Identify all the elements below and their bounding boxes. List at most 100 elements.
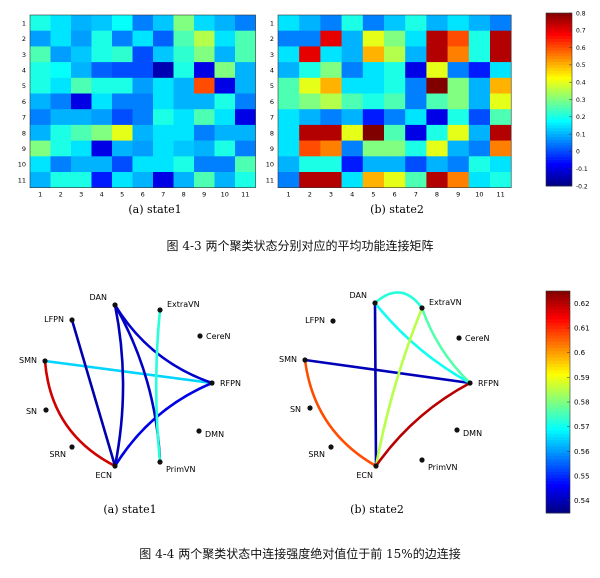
colorbar-segment [546,433,570,438]
node-label-ceren: CereN [206,332,231,341]
colorbar-segment [546,373,570,378]
subfig-label-b-state2-graph: (b) state2 [350,503,404,516]
colorbar-segment [546,319,570,324]
network-graph-state2: DAN ExtraVN CereN RFPN DMN PrimVN ECN SRN SN SMN L… [279,291,499,480]
y-tick-label: 1 [270,19,274,27]
heatmap-cell [405,140,427,157]
colorbar-segment [546,329,570,333]
heatmap-cell [320,124,342,141]
heatmap-cell [320,46,342,63]
heatmap-cell [299,172,321,188]
heatmap-cell [299,77,321,94]
heatmap-cell [384,62,406,79]
edge-smn-ecn [43,359,117,468]
figure-4-4-caption: 图 4-4 两个聚类状态中连接强度绝对值位于前 15%的边连接 [139,547,461,561]
colorbar-segment [546,13,572,17]
colorbar-segment [546,145,572,149]
colorbar-segment [546,79,572,83]
heatmap-cell [490,172,512,188]
heatmap-cell [405,156,427,173]
colorbar-segment [546,82,572,86]
heatmap-cell [30,109,51,126]
heatmap-cell [405,124,427,141]
heatmap-cell [153,93,174,110]
heatmap-cell [30,156,51,173]
y-tick-label: 9 [22,145,26,153]
heatmap-cell [341,93,364,110]
colorbar-segment [546,430,570,435]
heatmap-cell [153,46,174,63]
edge-smn-rfpn [43,359,214,385]
heatmap-cell [278,156,300,173]
colorbar-segment [546,294,570,298]
colorbar-tick-label: 0.56 [574,448,590,456]
heatmap-cell [299,15,321,31]
heatmap-cell [91,30,113,47]
heatmap-cell [173,156,195,173]
heatmap-cell [405,172,427,188]
heatmap-cell [299,62,321,79]
colorbar-segment [546,139,572,144]
heatmap-cell [132,30,154,47]
colorbar-segment [546,44,572,48]
heatmap-cell [91,15,113,31]
colorbar-segment [546,90,572,95]
heatmap-cell [278,93,300,110]
colorbar-segment [546,174,572,178]
heatmap-cell [173,124,195,141]
heatmap-cell [426,77,448,94]
heatmap-cell [490,93,512,110]
heatmap-cell [468,30,491,47]
heatmap-cell [384,30,406,47]
heatmap-cell [320,140,342,157]
heatmap-cell [426,124,448,141]
colorbar-segment [546,481,570,485]
x-tick-label: 11 [241,191,249,199]
heatmap-cell [30,172,51,188]
colorbar-tick-label: 0.8 [576,10,586,17]
heatmap-cell [299,46,321,63]
heatmap-cell [235,77,256,94]
heatmap-cell [362,172,385,188]
heatmap-cell [112,77,133,94]
heatmap-cell [173,140,195,157]
colorbar-tick-label: -0.1 [576,166,588,173]
heatmap-cell [235,15,256,31]
edge-ecn-rfpn [374,381,472,468]
colorbar-segment [546,474,570,479]
colorbar-segment [546,27,572,31]
colorbar-segment [546,157,572,161]
x-tick-label: 9 [456,191,460,199]
subfig-label-a-state1-graph: (a) state1 [103,503,156,516]
colorbar-segment [546,125,572,129]
node-ecn [112,463,118,469]
node-label-rfpn: RFPN [220,379,241,388]
colorbar-tick-label: 0.62 [574,300,590,308]
heatmap-cell [214,109,236,126]
colorbar-segment [546,122,572,126]
heatmap-cell [341,46,364,63]
colorbar-segment [546,15,572,20]
heatmap-cell [320,62,342,79]
heatmap-cell [153,124,174,141]
colorbar-segment [546,424,570,428]
edge-extravn-ecn [374,306,424,468]
colorbar-segment [546,30,572,34]
colorbar-segment [546,76,572,80]
y-tick-label: 7 [22,114,26,122]
heatmap-cell [320,15,342,31]
heatmap-cell [447,109,470,126]
edge-dan-rfpn [373,301,472,385]
y-tick-label: 3 [22,51,26,59]
x-tick-label: 5 [371,191,375,199]
heatmap-cell [320,93,342,110]
y-tick-label: 10 [266,161,274,169]
heatmap-cell [173,77,195,94]
colorbar-segment [546,455,570,460]
node-label-srn: SRN [49,450,66,459]
heatmap-cell [112,140,133,157]
colorbar-segment [546,493,570,498]
colorbar-segment [546,446,570,450]
heatmap-cell [235,93,256,110]
colorbar-segment [546,64,572,69]
